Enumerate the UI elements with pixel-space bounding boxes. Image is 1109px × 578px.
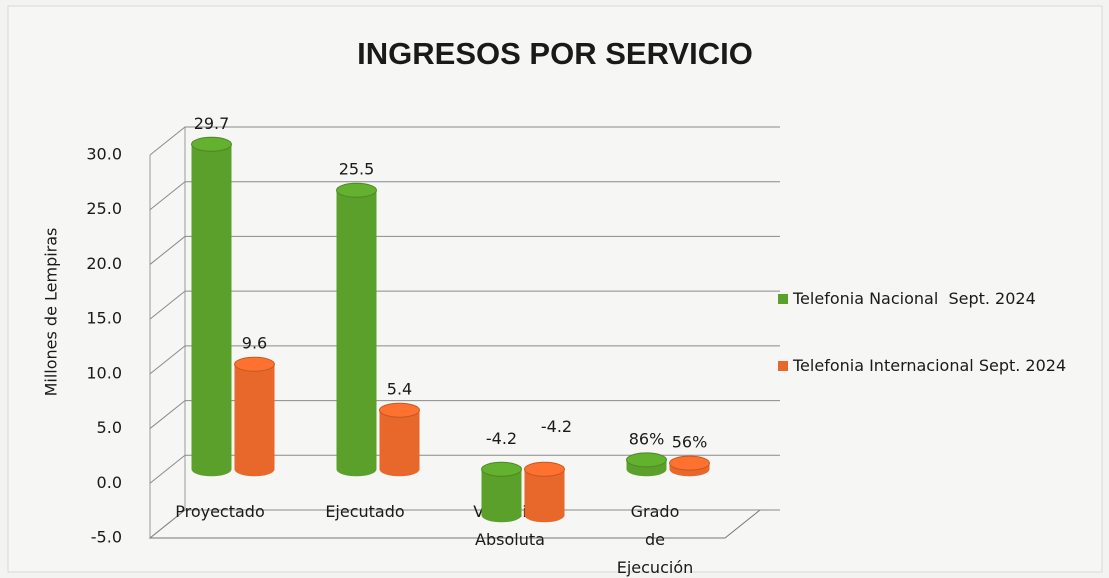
y-tick-label: 15.0	[86, 309, 122, 328]
bar	[191, 144, 232, 477]
bar-cap	[336, 182, 377, 198]
legend-item: Telefonia Internacional Sept. 2024	[778, 352, 1078, 380]
legend-item: Telefonia Nacional Sept. 2024	[778, 285, 1078, 313]
x-tick-label: Ejecutado	[325, 502, 404, 521]
y-tick-label: 0.0	[97, 473, 122, 492]
grid-line	[149, 290, 780, 320]
bar-cap	[191, 136, 232, 152]
bar-cap	[379, 402, 420, 418]
y-tick-label: 5.0	[97, 418, 122, 437]
grid-line	[149, 454, 780, 484]
x-tick-label: Grado de Ejecución	[617, 502, 694, 577]
value-label: -4.2	[541, 417, 572, 436]
grid-line	[149, 126, 780, 156]
value-label: 9.6	[242, 334, 267, 353]
value-label: 86%	[629, 429, 665, 448]
legend-swatch	[778, 294, 788, 304]
grid-line	[149, 181, 780, 211]
value-label: 56%	[672, 433, 708, 452]
y-tick-label: 20.0	[86, 254, 122, 273]
bar-cap	[524, 461, 565, 477]
value-label: 25.5	[339, 160, 375, 179]
legend-swatch	[778, 361, 788, 371]
value-label: -4.2	[486, 429, 517, 448]
legend-label: Telefonia Nacional Sept. 2024	[793, 289, 1036, 308]
bar	[234, 364, 275, 477]
y-tick-label: 25.0	[86, 199, 122, 218]
x-tick-label: Proyectado	[175, 502, 265, 521]
bar-cap	[669, 455, 710, 471]
y-axis-label: Millones de Lempiras	[42, 228, 61, 397]
bar-cap	[626, 452, 667, 468]
grid-line	[149, 235, 780, 265]
value-label: 5.4	[387, 380, 412, 399]
bar-cap	[481, 461, 522, 477]
grid-line	[149, 509, 780, 539]
bar	[379, 410, 420, 477]
legend-label: Telefonia Internacional Sept. 2024	[793, 356, 1067, 375]
y-tick-label: 10.0	[86, 363, 122, 382]
bar-cap	[234, 356, 275, 372]
grid-line	[149, 345, 780, 375]
grid-line	[149, 400, 780, 429]
bar	[336, 190, 377, 477]
y-tick-label: 30.0	[86, 145, 122, 164]
chart-title: INGRESOS POR SERVICIO	[357, 36, 753, 71]
bar	[524, 469, 565, 523]
y-tick-label: -5.0	[91, 528, 122, 547]
value-label: 29.7	[194, 114, 230, 133]
bar	[481, 469, 522, 523]
